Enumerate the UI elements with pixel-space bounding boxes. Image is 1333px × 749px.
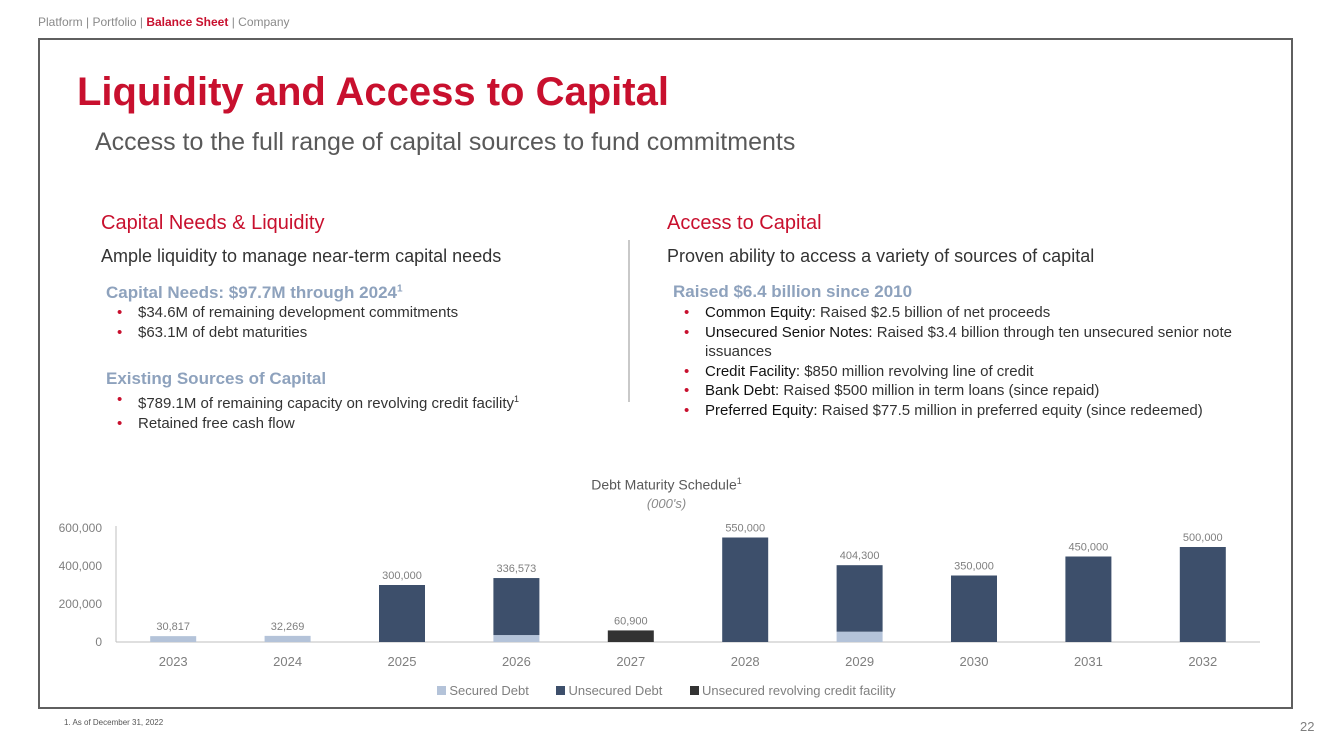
data-label-2032: 500,000 [1183,532,1223,544]
page-subtitle: Access to the full range of capital sour… [95,128,796,156]
item-label: Bank Debt: [705,382,780,399]
left-section-subheading: Ample liquidity to manage near-term capi… [101,246,502,266]
item-text: Raised $3.4 billion through ten unsecure… [705,323,1233,361]
nav-platform[interactable]: Platform [38,15,83,29]
item-text: Raised $2.5 billion of net proceeds [815,304,1051,321]
y-tick-label: 0 [95,635,102,649]
data-label-2028: 550,000 [725,523,765,535]
data-label-2026: 336,573 [497,563,537,575]
item-label: Unsecured Senior Notes: [705,323,873,341]
x-tick-label-2029: 2029 [845,654,874,669]
list-item: Preferred Equity: Raised $77.5 million i… [684,401,1269,421]
list-item: Retained free cash flow [117,414,617,434]
bar-unsecured-debt-2032 [1179,547,1226,642]
nav-balance-sheet[interactable]: Balance Sheet [146,15,229,29]
bar-secured-debt-2023 [150,636,197,642]
x-tick-label-2027: 2027 [616,654,645,669]
list-item: Unsecured Senior Notes: Raised $3.4 bill… [684,323,1269,362]
bar-secured-debt-2024 [264,635,311,642]
bar-unsecured-debt-2025 [379,585,425,642]
legend-swatch-unsecured [556,686,566,695]
chart-subtitle: (000's) [646,496,687,511]
data-label-2024: 32,269 [271,621,305,633]
footnote: 1. As of December 31, 2022 [64,718,164,727]
list-item: $789.1M of remaining capacity on revolvi… [117,390,617,414]
x-tick-label-2025: 2025 [388,654,417,669]
item-label: Credit Facility: [705,362,801,380]
nav-separator: | [82,15,93,29]
x-tick-label-2026: 2026 [502,654,531,669]
capital-needs-heading-text: Capital Needs: $97.7M through 2024 [106,283,397,302]
bar-unsecured-debt-2026 [493,578,540,636]
x-tick-label-2031: 2031 [1074,654,1103,669]
column-divider [628,240,630,402]
capital-needs-list: $34.6M of remaining development commitme… [117,303,597,342]
access-capital-list: Common Equity: Raised $2.5 billion of ne… [684,303,1269,420]
left-section-heading: Capital Needs & Liquidity [101,212,325,234]
y-tick-label: 200,000 [59,597,103,611]
item-text: Raised $500 million in term loans (since… [779,382,1100,399]
list-item: Bank Debt: Raised $500 million in term l… [684,381,1269,401]
item-text: Raised $77.5 million in preferred equity… [817,401,1203,419]
chart-legend: Secured Debt Unsecured Debt Unsecured re… [0,683,1333,698]
legend-label: Unsecured revolving credit facility [702,683,896,698]
nav-company[interactable]: Company [238,15,290,29]
x-tick-label-2032: 2032 [1188,654,1217,669]
page-number: 22 [1300,719,1315,734]
item-label: Preferred Equity: [705,401,818,419]
data-label-2029: 404,300 [840,550,880,562]
breadcrumb-nav: Platform | Portfolio | Balance Sheet | C… [38,15,290,29]
item-label: Common Equity: [705,304,816,321]
page-title: Liquidity and Access to Capital [77,70,669,114]
capital-needs-heading: Capital Needs: $97.7M through 20241 [106,283,403,303]
bar-unsecured-debt-2030 [951,575,997,642]
x-tick-label-2023: 2023 [159,654,188,669]
list-item-text: $789.1M of remaining capacity on revolvi… [138,395,515,412]
legend-label: Secured Debt [449,683,529,698]
y-tick-label: 600,000 [59,521,103,535]
data-label-2023: 30,817 [156,621,190,633]
bar-unsecured-revolving-credit-facility-2027 [607,630,654,642]
data-label-2031: 450,000 [1069,542,1109,554]
nav-portfolio[interactable]: Portfolio [92,15,137,29]
list-item: Credit Facility: $850 million revolving … [684,362,1269,382]
nav-separator: | [136,15,147,29]
bar-unsecured-debt-2029 [836,565,883,632]
raised-capital-heading: Raised $6.4 billion since 2010 [673,282,913,301]
legend-item-revolver: Unsecured revolving credit facility [690,683,896,698]
y-tick-label: 400,000 [59,559,103,573]
list-item: $34.6M of remaining development commitme… [117,303,597,323]
list-item: $63.1M of debt maturities [117,323,597,343]
x-tick-label-2028: 2028 [731,654,760,669]
slide-frame [38,38,1293,709]
bar-unsecured-debt-2031 [1065,556,1112,642]
list-item: Common Equity: Raised $2.5 billion of ne… [684,303,1269,323]
legend-item-unsecured: Unsecured Debt [556,683,662,698]
bar-secured-debt-2029 [836,631,883,642]
x-tick-label-2024: 2024 [273,654,302,669]
item-text: $850 million revolving line of credit [800,362,1034,380]
legend-swatch-secured [437,686,447,695]
legend-label: Unsecured Debt [568,683,663,698]
footnote-marker: 1 [396,283,403,295]
bar-secured-debt-2026 [493,635,540,642]
legend-swatch-revolver [690,686,700,695]
data-label-2030: 350,000 [954,561,994,573]
chart-title-text: Debt Maturity Schedule [591,476,737,493]
chart-title: Debt Maturity Schedule1 [0,476,1333,493]
right-section-subheading: Proven ability to access a variety of so… [667,246,1095,266]
data-label-2025: 300,000 [382,570,422,582]
existing-sources-heading: Existing Sources of Capital [106,369,327,388]
legend-item-secured: Secured Debt [437,683,529,698]
footnote-marker: 1 [514,394,520,404]
list-item-text: Retained free cash flow [138,414,295,432]
nav-separator: | [228,15,239,29]
bar-unsecured-debt-2028 [722,537,769,642]
footnote-marker: 1 [736,476,742,486]
data-label-2027: 60,900 [614,615,648,627]
right-section-heading: Access to Capital [667,212,822,234]
x-tick-label-2030: 2030 [960,654,989,669]
existing-sources-list: $789.1M of remaining capacity on revolvi… [117,390,617,433]
